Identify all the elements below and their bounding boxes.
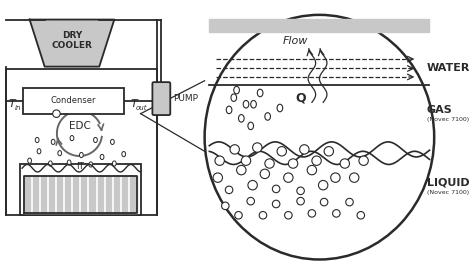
Text: out: out [136,105,147,111]
Circle shape [284,211,292,219]
Circle shape [297,187,304,195]
Text: DRY
COOLER: DRY COOLER [52,31,92,50]
Circle shape [221,202,229,210]
Ellipse shape [251,101,256,108]
Ellipse shape [48,161,52,166]
Ellipse shape [37,149,41,154]
Text: in: in [15,105,21,111]
Circle shape [237,165,246,175]
Circle shape [349,173,359,182]
Circle shape [260,169,270,179]
Circle shape [277,147,286,156]
Polygon shape [24,176,137,213]
Polygon shape [29,20,114,67]
Circle shape [215,156,224,165]
Circle shape [308,210,316,217]
Circle shape [213,173,222,182]
Circle shape [247,197,255,205]
Ellipse shape [35,137,39,143]
Ellipse shape [80,153,83,158]
Circle shape [248,180,257,190]
Ellipse shape [234,86,239,94]
Text: EDC: EDC [69,121,91,131]
FancyBboxPatch shape [153,82,170,115]
Ellipse shape [70,136,74,141]
Ellipse shape [257,89,263,97]
Circle shape [357,211,365,219]
Ellipse shape [238,115,244,122]
Text: T: T [9,99,16,109]
Circle shape [53,110,60,117]
Circle shape [307,165,317,175]
Ellipse shape [110,139,114,144]
Ellipse shape [226,106,232,114]
Circle shape [253,143,262,152]
Ellipse shape [265,113,271,120]
Circle shape [331,173,340,182]
Ellipse shape [231,94,237,101]
Text: PUMP: PUMP [173,94,199,103]
Text: (Novec 7100): (Novec 7100) [427,117,469,122]
Circle shape [225,186,233,194]
Circle shape [283,173,293,182]
Circle shape [259,211,267,219]
Circle shape [241,156,251,165]
Bar [23,88,124,114]
Circle shape [230,145,239,154]
Ellipse shape [67,160,71,165]
Circle shape [297,197,304,205]
Circle shape [300,145,309,154]
Text: T: T [130,99,137,109]
Ellipse shape [28,158,31,163]
Circle shape [340,159,349,168]
Circle shape [265,159,274,168]
Circle shape [288,159,298,168]
Bar [20,164,141,215]
Circle shape [359,156,368,165]
Text: LIQUID: LIQUID [427,177,469,187]
Text: Condenser: Condenser [51,96,96,106]
Ellipse shape [122,151,126,157]
Ellipse shape [51,139,55,144]
Ellipse shape [277,104,283,112]
Bar [6,69,156,215]
Ellipse shape [248,122,254,130]
Ellipse shape [205,15,434,260]
Ellipse shape [89,162,92,167]
Text: Q: Q [295,91,306,104]
Text: WATER: WATER [427,64,470,73]
Circle shape [324,147,334,156]
Circle shape [235,211,242,219]
Circle shape [319,180,328,190]
Circle shape [273,185,280,193]
Text: (Novec 7100): (Novec 7100) [427,190,469,195]
Ellipse shape [58,151,62,156]
Circle shape [273,200,280,208]
Ellipse shape [100,154,104,160]
Text: Flow: Flow [283,36,309,46]
Polygon shape [210,19,429,32]
Ellipse shape [93,137,97,143]
Circle shape [346,198,353,206]
Circle shape [312,156,321,165]
Ellipse shape [243,101,249,108]
Ellipse shape [112,161,116,166]
Circle shape [333,210,340,217]
Text: GAS: GAS [427,105,452,115]
Text: IT: IT [76,162,84,171]
Circle shape [320,198,328,206]
